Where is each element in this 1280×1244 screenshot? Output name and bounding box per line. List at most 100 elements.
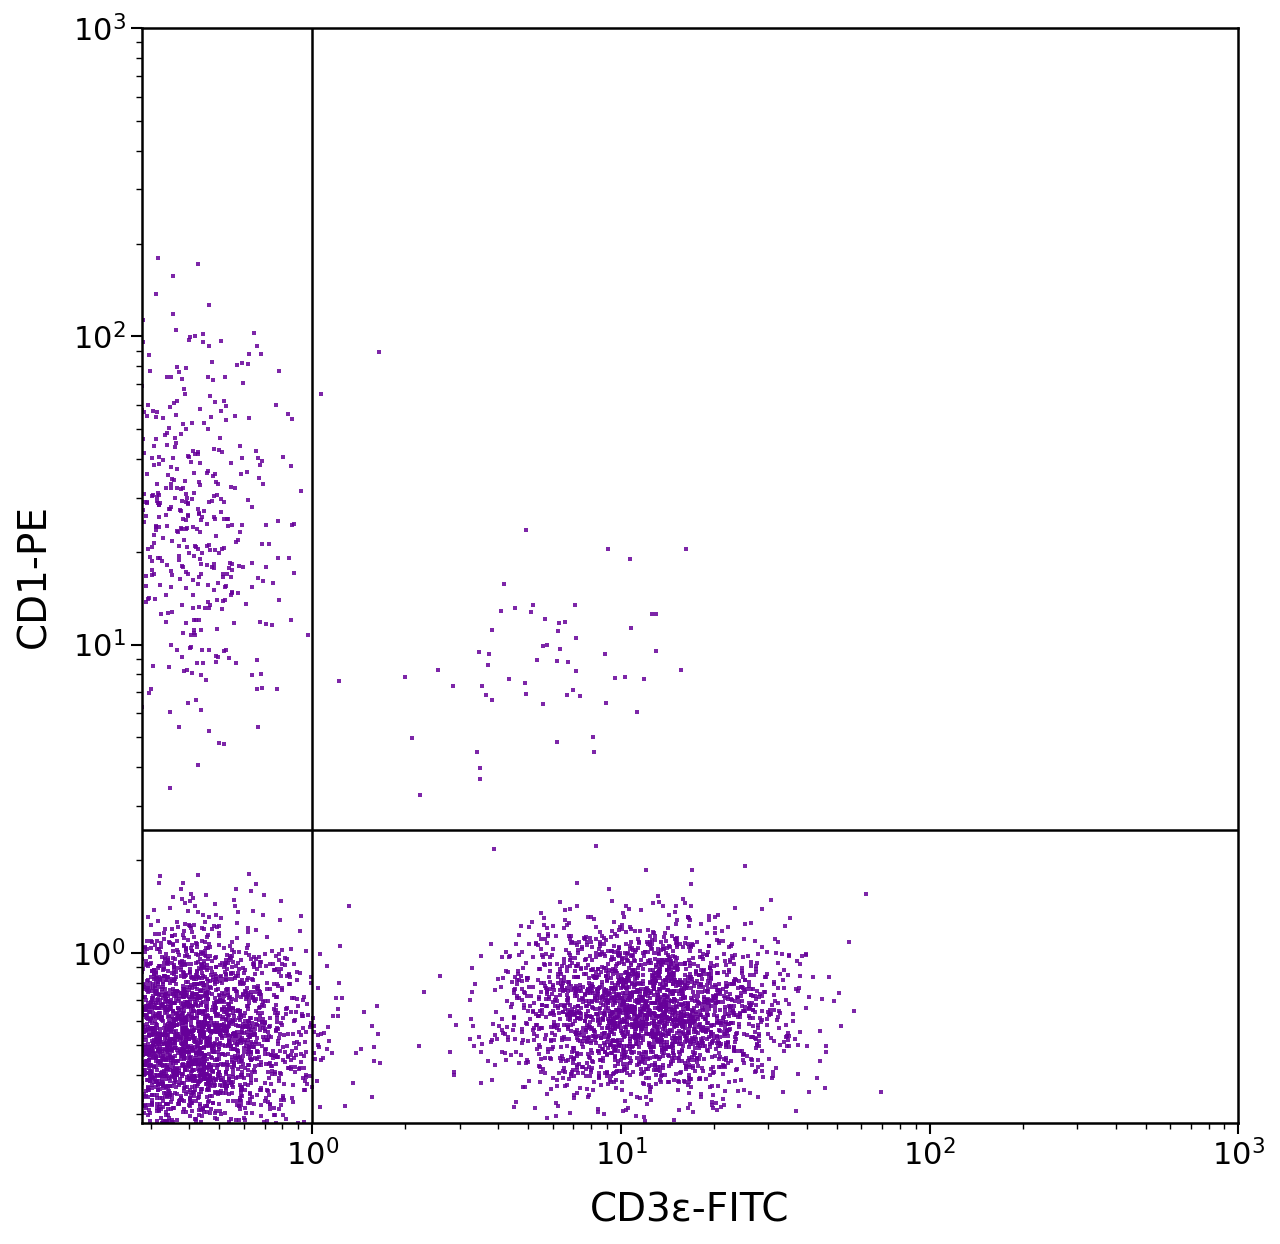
Point bbox=[579, 973, 599, 993]
Point bbox=[653, 955, 673, 975]
Point bbox=[200, 1021, 220, 1041]
Point bbox=[161, 1019, 182, 1039]
Point bbox=[594, 979, 614, 999]
Point bbox=[667, 1080, 687, 1100]
Point bbox=[617, 943, 637, 963]
Point bbox=[142, 989, 163, 1009]
Point bbox=[296, 1021, 316, 1041]
Point bbox=[133, 974, 154, 994]
Point bbox=[156, 1095, 177, 1115]
Point bbox=[608, 1003, 628, 1023]
Point bbox=[666, 1029, 686, 1049]
Point bbox=[657, 960, 677, 980]
Point bbox=[568, 932, 589, 952]
Point bbox=[538, 1042, 558, 1062]
Point bbox=[155, 1003, 175, 1023]
Point bbox=[634, 965, 654, 985]
Point bbox=[175, 1060, 196, 1080]
Point bbox=[628, 1025, 649, 1045]
Point bbox=[268, 1008, 288, 1028]
Point bbox=[269, 1064, 289, 1084]
Point bbox=[677, 978, 698, 998]
Point bbox=[722, 990, 742, 1010]
Point bbox=[150, 1031, 170, 1051]
Point bbox=[709, 1034, 730, 1054]
Point bbox=[655, 1066, 676, 1086]
Point bbox=[172, 1090, 192, 1110]
Point bbox=[237, 1015, 257, 1035]
Point bbox=[655, 1010, 676, 1030]
Point bbox=[690, 1001, 710, 1021]
Point bbox=[195, 1069, 215, 1088]
Point bbox=[243, 953, 264, 973]
Point bbox=[600, 1013, 621, 1033]
Point bbox=[207, 1016, 228, 1036]
Point bbox=[627, 1015, 648, 1035]
Point bbox=[759, 1005, 780, 1025]
Point bbox=[526, 1015, 547, 1035]
Point bbox=[283, 1011, 303, 1031]
Point bbox=[746, 1035, 767, 1055]
Point bbox=[184, 463, 205, 483]
Point bbox=[178, 1036, 198, 1056]
Point bbox=[161, 1049, 182, 1069]
Point bbox=[664, 1000, 685, 1020]
Point bbox=[201, 1100, 221, 1120]
Point bbox=[653, 1016, 673, 1036]
Point bbox=[183, 1054, 204, 1074]
Point bbox=[282, 1088, 302, 1108]
Point bbox=[579, 1044, 599, 1064]
Point bbox=[777, 965, 797, 985]
Point bbox=[156, 1106, 177, 1126]
Point bbox=[604, 1010, 625, 1030]
Point bbox=[166, 989, 187, 1009]
Point bbox=[148, 1008, 169, 1028]
Point bbox=[724, 973, 745, 993]
Point bbox=[152, 948, 173, 968]
Point bbox=[718, 960, 739, 980]
Point bbox=[236, 1030, 256, 1050]
Point bbox=[581, 950, 602, 970]
Point bbox=[150, 1042, 170, 1062]
Point bbox=[612, 975, 632, 995]
Point bbox=[444, 1065, 465, 1085]
Point bbox=[211, 1044, 232, 1064]
Point bbox=[589, 944, 609, 964]
Point bbox=[582, 967, 603, 986]
Point bbox=[728, 970, 749, 990]
Point bbox=[209, 542, 229, 562]
Point bbox=[211, 598, 232, 618]
Point bbox=[260, 1054, 280, 1074]
Point bbox=[614, 954, 635, 974]
Point bbox=[168, 991, 188, 1011]
Point bbox=[225, 1001, 246, 1021]
Point bbox=[632, 1009, 653, 1029]
Point bbox=[244, 991, 265, 1011]
Point bbox=[202, 371, 223, 391]
Point bbox=[640, 1034, 660, 1054]
Point bbox=[632, 972, 653, 991]
Point bbox=[136, 566, 156, 586]
Point bbox=[627, 980, 648, 1000]
Point bbox=[132, 1003, 152, 1023]
Point bbox=[169, 1039, 189, 1059]
Point bbox=[141, 1008, 161, 1028]
Point bbox=[430, 965, 451, 985]
Point bbox=[637, 950, 658, 970]
Point bbox=[609, 945, 630, 965]
Point bbox=[182, 1039, 202, 1059]
Point bbox=[618, 967, 639, 986]
Point bbox=[157, 1106, 178, 1126]
Point bbox=[219, 1084, 239, 1103]
Point bbox=[659, 964, 680, 984]
Point bbox=[188, 1084, 209, 1103]
Point bbox=[197, 958, 218, 978]
Point bbox=[146, 1049, 166, 1069]
Point bbox=[643, 972, 663, 991]
Point bbox=[188, 945, 209, 965]
Point bbox=[184, 1082, 205, 1102]
Point bbox=[614, 1046, 635, 1066]
Point bbox=[159, 1057, 179, 1077]
Point bbox=[790, 954, 810, 974]
Point bbox=[620, 937, 640, 957]
